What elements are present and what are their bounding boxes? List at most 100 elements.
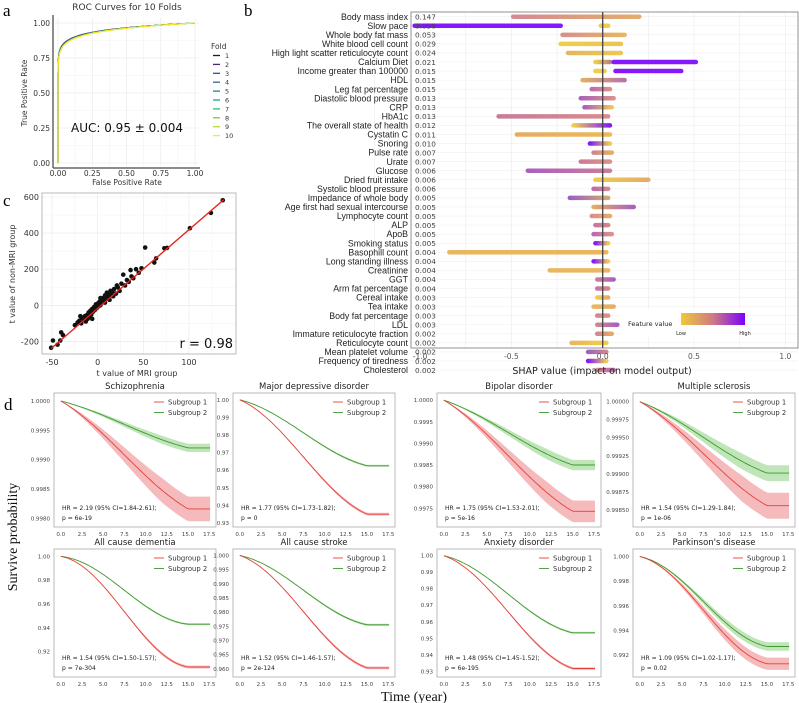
survival-curve-subgroup-1 [443, 555, 595, 669]
y-tick-label: 0.996 [613, 604, 629, 610]
scatter-point [98, 295, 103, 301]
plot-frame [41, 192, 237, 355]
x-tick-label: 7.5 [504, 532, 513, 538]
y-tick-label: 0.994 [613, 628, 629, 634]
x-tick-label: 10.0 [718, 532, 731, 538]
feature-label: ALP [391, 220, 408, 230]
x-tick-label: 2.5 [657, 532, 666, 538]
feature-label: Impedance of whole body [308, 193, 409, 203]
legend-label: 9 [225, 123, 229, 131]
y-tick-label: 0.960 [213, 667, 229, 673]
y-tick-label: 0.99 [217, 415, 230, 421]
feature-label: GGT [389, 275, 409, 285]
p-value-annotation: p = 2e-124 [241, 665, 275, 672]
x-tick-label: 0.0 [56, 682, 65, 688]
feature-label: ApoB [386, 229, 408, 239]
y-tick-label: 0.992 [613, 653, 629, 659]
y-tick-label: 0.99 [421, 570, 434, 576]
feature-importance-value: 0.003 [415, 293, 436, 302]
x-tick-label: 7.5 [504, 682, 513, 688]
scatter-point [142, 245, 148, 250]
y-tick-label: 1.0000 [31, 399, 51, 405]
x-tick-label: 0 [95, 358, 100, 367]
y-tick-label: 0.97 [217, 451, 230, 457]
x-tick-label: 5.0 [482, 682, 491, 688]
plot-frame [232, 548, 396, 678]
y-tick-label: 1.00 [38, 554, 51, 560]
x-tick-label: 10.0 [318, 682, 331, 688]
feature-importance-value: 0.004 [415, 266, 436, 275]
plot-title: Major depressive disorder [259, 382, 369, 392]
feature-label: Dried fruit intake [344, 175, 408, 185]
feature-importance-value: 0.002 [415, 357, 436, 366]
feature-label: LDL [392, 320, 408, 330]
legend-label: Subgroup 1 [168, 399, 207, 407]
x-tick-label: 2.5 [78, 682, 87, 688]
km-plot-bipolar-disorder: Bipolar disorder 0.0 2.5 5.0 7.5 10.0 12.5 15.0… [414, 382, 602, 538]
feature-importance-value: 0.015 [415, 85, 436, 94]
legend-label: Subgroup 1 [553, 399, 592, 407]
survival-curve-subgroup-1 [60, 400, 211, 510]
feature-importance-value: 0.006 [415, 167, 436, 176]
y-tick-label: 0.94 [421, 653, 434, 659]
p-value-annotation: p = 0.02 [641, 665, 667, 672]
legend-label: Subgroup 2 [747, 565, 786, 573]
feature-label: Long standing illness [326, 256, 409, 266]
scatter-point [114, 283, 120, 288]
survival-curve-subgroup-1 [239, 399, 390, 515]
x-tick-label: -1.0 [413, 352, 428, 361]
x-tick-label: 0.0 [597, 352, 609, 361]
y-tick-label: 0.99950 [606, 436, 629, 442]
survival-curve-subgroup-1 [60, 555, 211, 668]
x-tick-label: 0.00 [50, 169, 67, 178]
feature-importance-value: 0.004 [415, 275, 436, 284]
x-tick-label: 12.5 [545, 682, 558, 688]
legend-label: Subgroup 2 [168, 409, 207, 417]
x-tick-label: 17.5 [782, 682, 795, 688]
legend-label: Subgroup 2 [553, 565, 592, 573]
feature-label: Lymphocyte count [337, 211, 409, 221]
legend-low-label: Low [676, 331, 686, 337]
x-tick-label: 0.0 [635, 532, 644, 538]
x-tick-label: 2.5 [461, 532, 470, 538]
y-axis-label: Survive probability [6, 483, 21, 592]
feature-importance-value: 0.056 [415, 22, 436, 31]
panel-label-c: c [3, 191, 11, 210]
feature-importance-value: 0.004 [415, 257, 436, 266]
x-tick-label: 7.5 [120, 532, 129, 538]
y-tick-label: 0.9990 [31, 458, 51, 464]
legend-label: Subgroup 1 [347, 399, 386, 407]
hazard-ratio-annotation: HR = 2.19 (95% CI=1.84-2.61); [62, 505, 157, 512]
x-tick-label: 15.0 [567, 682, 580, 688]
x-tick-label: 2.5 [78, 532, 87, 538]
y-tick-label: 600 [24, 193, 39, 202]
x-tick-label: -50 [46, 358, 59, 367]
x-tick-label: 17.5 [782, 532, 795, 538]
x-tick-label: 12.5 [340, 532, 353, 538]
feature-importance-value: 0.005 [415, 194, 436, 203]
auc-annotation: AUC: 0.95 ± 0.004 [71, 121, 183, 135]
y-tick-label: 1.00000 [606, 400, 629, 406]
x-tick-label: 15.0 [182, 532, 195, 538]
feature-importance-value: 0.013 [415, 103, 436, 112]
x-tick-label: 12.5 [740, 532, 753, 538]
survival-curve-subgroup-2 [60, 400, 211, 449]
feature-label: Urate [386, 157, 408, 167]
plot-frame [436, 548, 602, 678]
y-tick-label: 0.99900 [606, 472, 629, 478]
feature-label: Whole body fat mass [326, 30, 409, 40]
y-tick-label: 0.98 [38, 578, 51, 584]
y-tick-label: 0.95 [421, 636, 434, 642]
y-tick-label: 0.97 [421, 603, 434, 609]
survival-curve-subgroup-2 [60, 555, 211, 625]
legend-label: Subgroup 2 [747, 409, 786, 417]
feature-label: Smoking status [348, 238, 409, 248]
x-tick-label: 1.00 [187, 169, 204, 178]
survival-curve-subgroup-2 [239, 554, 390, 626]
survival-curve-subgroup-2 [639, 556, 790, 647]
x-tick-label: 15.0 [761, 532, 774, 538]
feature-importance-value: 0.005 [415, 212, 436, 221]
scatter-point [128, 267, 133, 273]
feature-importance-value: 0.004 [415, 284, 436, 293]
